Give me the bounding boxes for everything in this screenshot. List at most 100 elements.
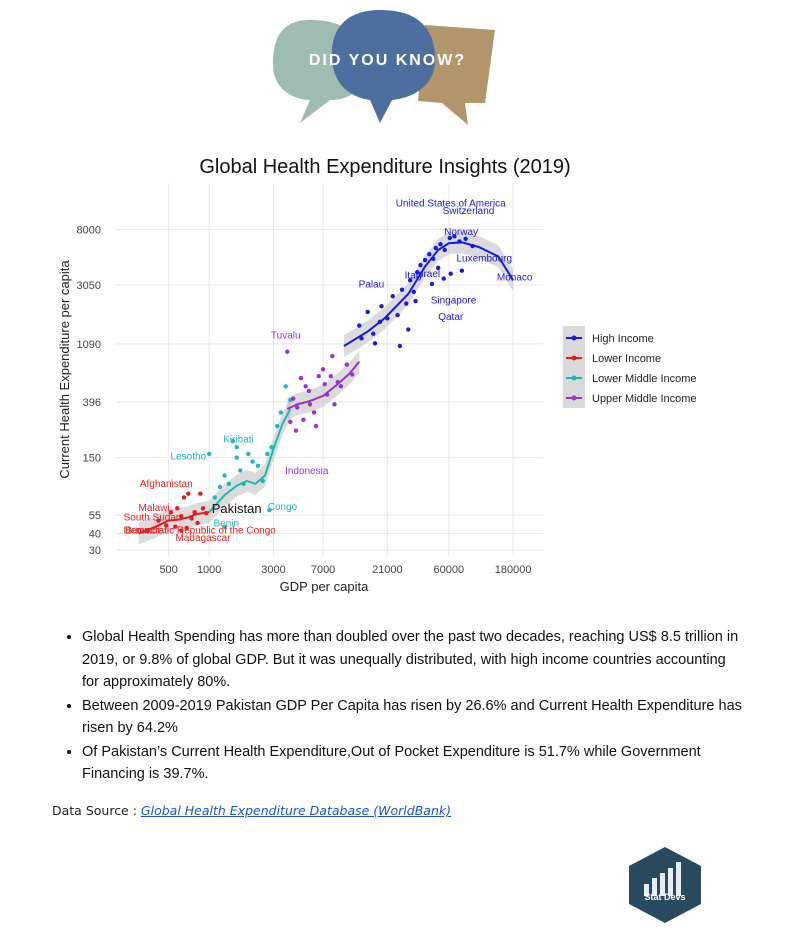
y-tick-label: 8000 xyxy=(77,225,101,237)
data-point xyxy=(433,245,438,251)
country-annotation: Madagascar xyxy=(176,533,232,544)
insight-item: Of Pakistan’s Current Health Expenditure… xyxy=(82,741,742,786)
data-point xyxy=(399,287,405,292)
y-tick-label: 30 xyxy=(89,545,101,557)
y-tick-label: 55 xyxy=(89,510,101,522)
confidence-band xyxy=(343,231,514,358)
country-annotation: Benin xyxy=(214,519,240,530)
chart: Global Health Expenditure Insights (2019… xyxy=(57,156,697,594)
data-point xyxy=(349,372,355,377)
country-annotation: Italy xyxy=(405,271,423,282)
country-annotation: Switzerland xyxy=(443,206,495,217)
data-point xyxy=(442,247,447,253)
legend-marker xyxy=(571,395,577,401)
data-point xyxy=(222,473,227,478)
data-point xyxy=(438,241,443,247)
data-point xyxy=(357,323,362,328)
data-point xyxy=(179,514,184,519)
data-point xyxy=(217,484,223,490)
data-source-link[interactable]: Global Health Expenditure Database (Worl… xyxy=(140,803,451,818)
country-annotation: Singapore xyxy=(431,296,477,307)
data-point xyxy=(293,428,299,433)
y-tick-label: 1090 xyxy=(77,339,101,351)
x-tick-label: 3000 xyxy=(261,564,285,576)
data-point xyxy=(145,528,150,533)
data-source-label: Data Source : xyxy=(52,803,137,818)
data-point xyxy=(164,523,169,528)
country-annotation: South Sudan xyxy=(124,513,182,524)
data-point xyxy=(275,423,280,429)
stat-devs-logo xyxy=(629,847,701,923)
data-point xyxy=(285,349,290,354)
x-tick-label: 1000 xyxy=(197,564,221,576)
data-point xyxy=(255,463,261,469)
data-point xyxy=(365,309,370,315)
legend-marker xyxy=(571,355,577,361)
data-point xyxy=(181,495,187,500)
data-point xyxy=(322,381,327,387)
x-tick-label: 21000 xyxy=(372,564,403,576)
data-point xyxy=(431,256,436,262)
data-point xyxy=(372,341,378,346)
data-point xyxy=(298,375,304,381)
data-point xyxy=(441,276,446,281)
data-point xyxy=(463,236,468,242)
data-point xyxy=(303,384,308,389)
data-point xyxy=(269,444,274,450)
logo-text: Stat Devs xyxy=(644,892,686,902)
data-point xyxy=(234,455,239,460)
data-point xyxy=(379,304,384,309)
banner-title: DID YOU KNOW? xyxy=(308,52,467,69)
country-annotation: Pakistan xyxy=(212,501,262,516)
data-point xyxy=(332,402,337,407)
data-point xyxy=(371,331,376,336)
country-annotation: Lesotho xyxy=(171,452,207,463)
data-point xyxy=(306,388,312,394)
did-you-know-banner xyxy=(273,10,495,125)
y-axis-label: Current Health Expenditure per capita xyxy=(57,260,72,479)
data-point xyxy=(377,319,383,325)
data-point xyxy=(313,423,319,429)
data-point xyxy=(267,507,272,513)
country-annotation: Malawi xyxy=(139,503,170,514)
country-annotation: Burundi xyxy=(125,525,159,536)
y-tick-label: 40 xyxy=(89,528,101,540)
legend-key-background xyxy=(563,326,585,408)
data-point xyxy=(328,374,334,379)
data-point xyxy=(422,257,428,263)
chart-layer: Global Health Expenditure Insights (2019… xyxy=(57,156,697,594)
legend-label: Lower Middle Income xyxy=(592,373,697,385)
data-point xyxy=(295,405,300,410)
country-annotation: Democratic Republic of the Congo xyxy=(124,525,277,536)
data-point xyxy=(278,410,284,415)
data-point xyxy=(283,384,288,389)
data-point xyxy=(448,271,453,276)
legend-label: Lower Income xyxy=(592,353,661,365)
data-point xyxy=(413,298,418,304)
country-annotation: Israel xyxy=(416,269,440,280)
data-point xyxy=(311,410,317,415)
x-tick-label: 500 xyxy=(159,564,177,576)
trend-line xyxy=(208,408,292,513)
data-point xyxy=(344,362,350,367)
x-tick-label: 7000 xyxy=(311,564,335,576)
data-point xyxy=(246,451,251,457)
data-point xyxy=(459,268,465,273)
data-point xyxy=(418,262,423,268)
data-point xyxy=(335,379,340,385)
data-point xyxy=(452,234,457,239)
trend-line xyxy=(286,360,361,410)
data-source: Data Source : Global Health Expenditure … xyxy=(52,803,451,818)
country-annotation: Palau xyxy=(359,280,385,291)
data-point xyxy=(260,478,266,484)
data-point xyxy=(470,243,475,249)
legend-marker xyxy=(571,375,577,381)
data-point xyxy=(397,343,403,349)
country-annotation: Afghanistan xyxy=(140,479,193,490)
data-point xyxy=(457,239,462,244)
data-point xyxy=(186,491,191,496)
data-point xyxy=(265,451,270,457)
data-point xyxy=(230,438,236,444)
data-point xyxy=(156,518,161,523)
data-point xyxy=(404,301,409,306)
